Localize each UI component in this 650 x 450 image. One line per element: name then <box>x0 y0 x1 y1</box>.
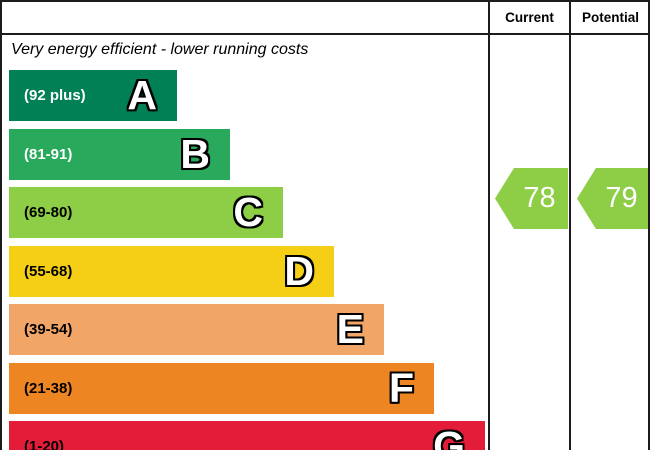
band-letter: F <box>388 363 415 411</box>
band-range-label: (81-91) <box>24 145 73 163</box>
band-letter: C <box>232 188 264 236</box>
band-letter: D <box>283 246 315 294</box>
band-range-label: (21-38) <box>24 379 73 397</box>
header-divider <box>2 33 648 35</box>
band-range-label: (69-80) <box>24 204 73 221</box>
efficiency-caption: Very energy efficient - lower running co… <box>11 41 309 58</box>
column-divider-current <box>488 2 490 450</box>
band-row-b: (81-91) B <box>9 128 230 180</box>
band-letter: A <box>126 71 158 119</box>
band-range-label: (92 plus) <box>24 87 86 104</box>
potential-rating-value: 79 <box>605 182 638 214</box>
current-rating-value: 78 <box>523 182 556 214</box>
band-range-label: (39-54) <box>24 321 73 338</box>
band-row-c: (69-80) C <box>9 187 283 238</box>
band-row-e: (39-54) E <box>9 304 384 355</box>
band-range-label: (55-68) <box>24 262 73 280</box>
band-range-label: (1-20) <box>24 438 65 450</box>
band-row-f: (21-38) F <box>9 362 434 414</box>
band-row-d: (55-68) D <box>9 245 334 297</box>
band-row-a: (92 plus) A <box>9 70 177 121</box>
header-potential-label: Potential <box>581 10 639 25</box>
potential-rating-arrow: 79 <box>577 168 648 229</box>
current-rating-arrow: 78 <box>495 168 568 229</box>
band-letter: B <box>179 129 211 177</box>
band-row-g: (1-20) G <box>9 421 485 450</box>
band-letter: E <box>336 305 366 353</box>
band-letter: G <box>432 422 466 450</box>
header-current-label: Current <box>505 10 554 25</box>
column-divider-potential <box>569 2 571 450</box>
